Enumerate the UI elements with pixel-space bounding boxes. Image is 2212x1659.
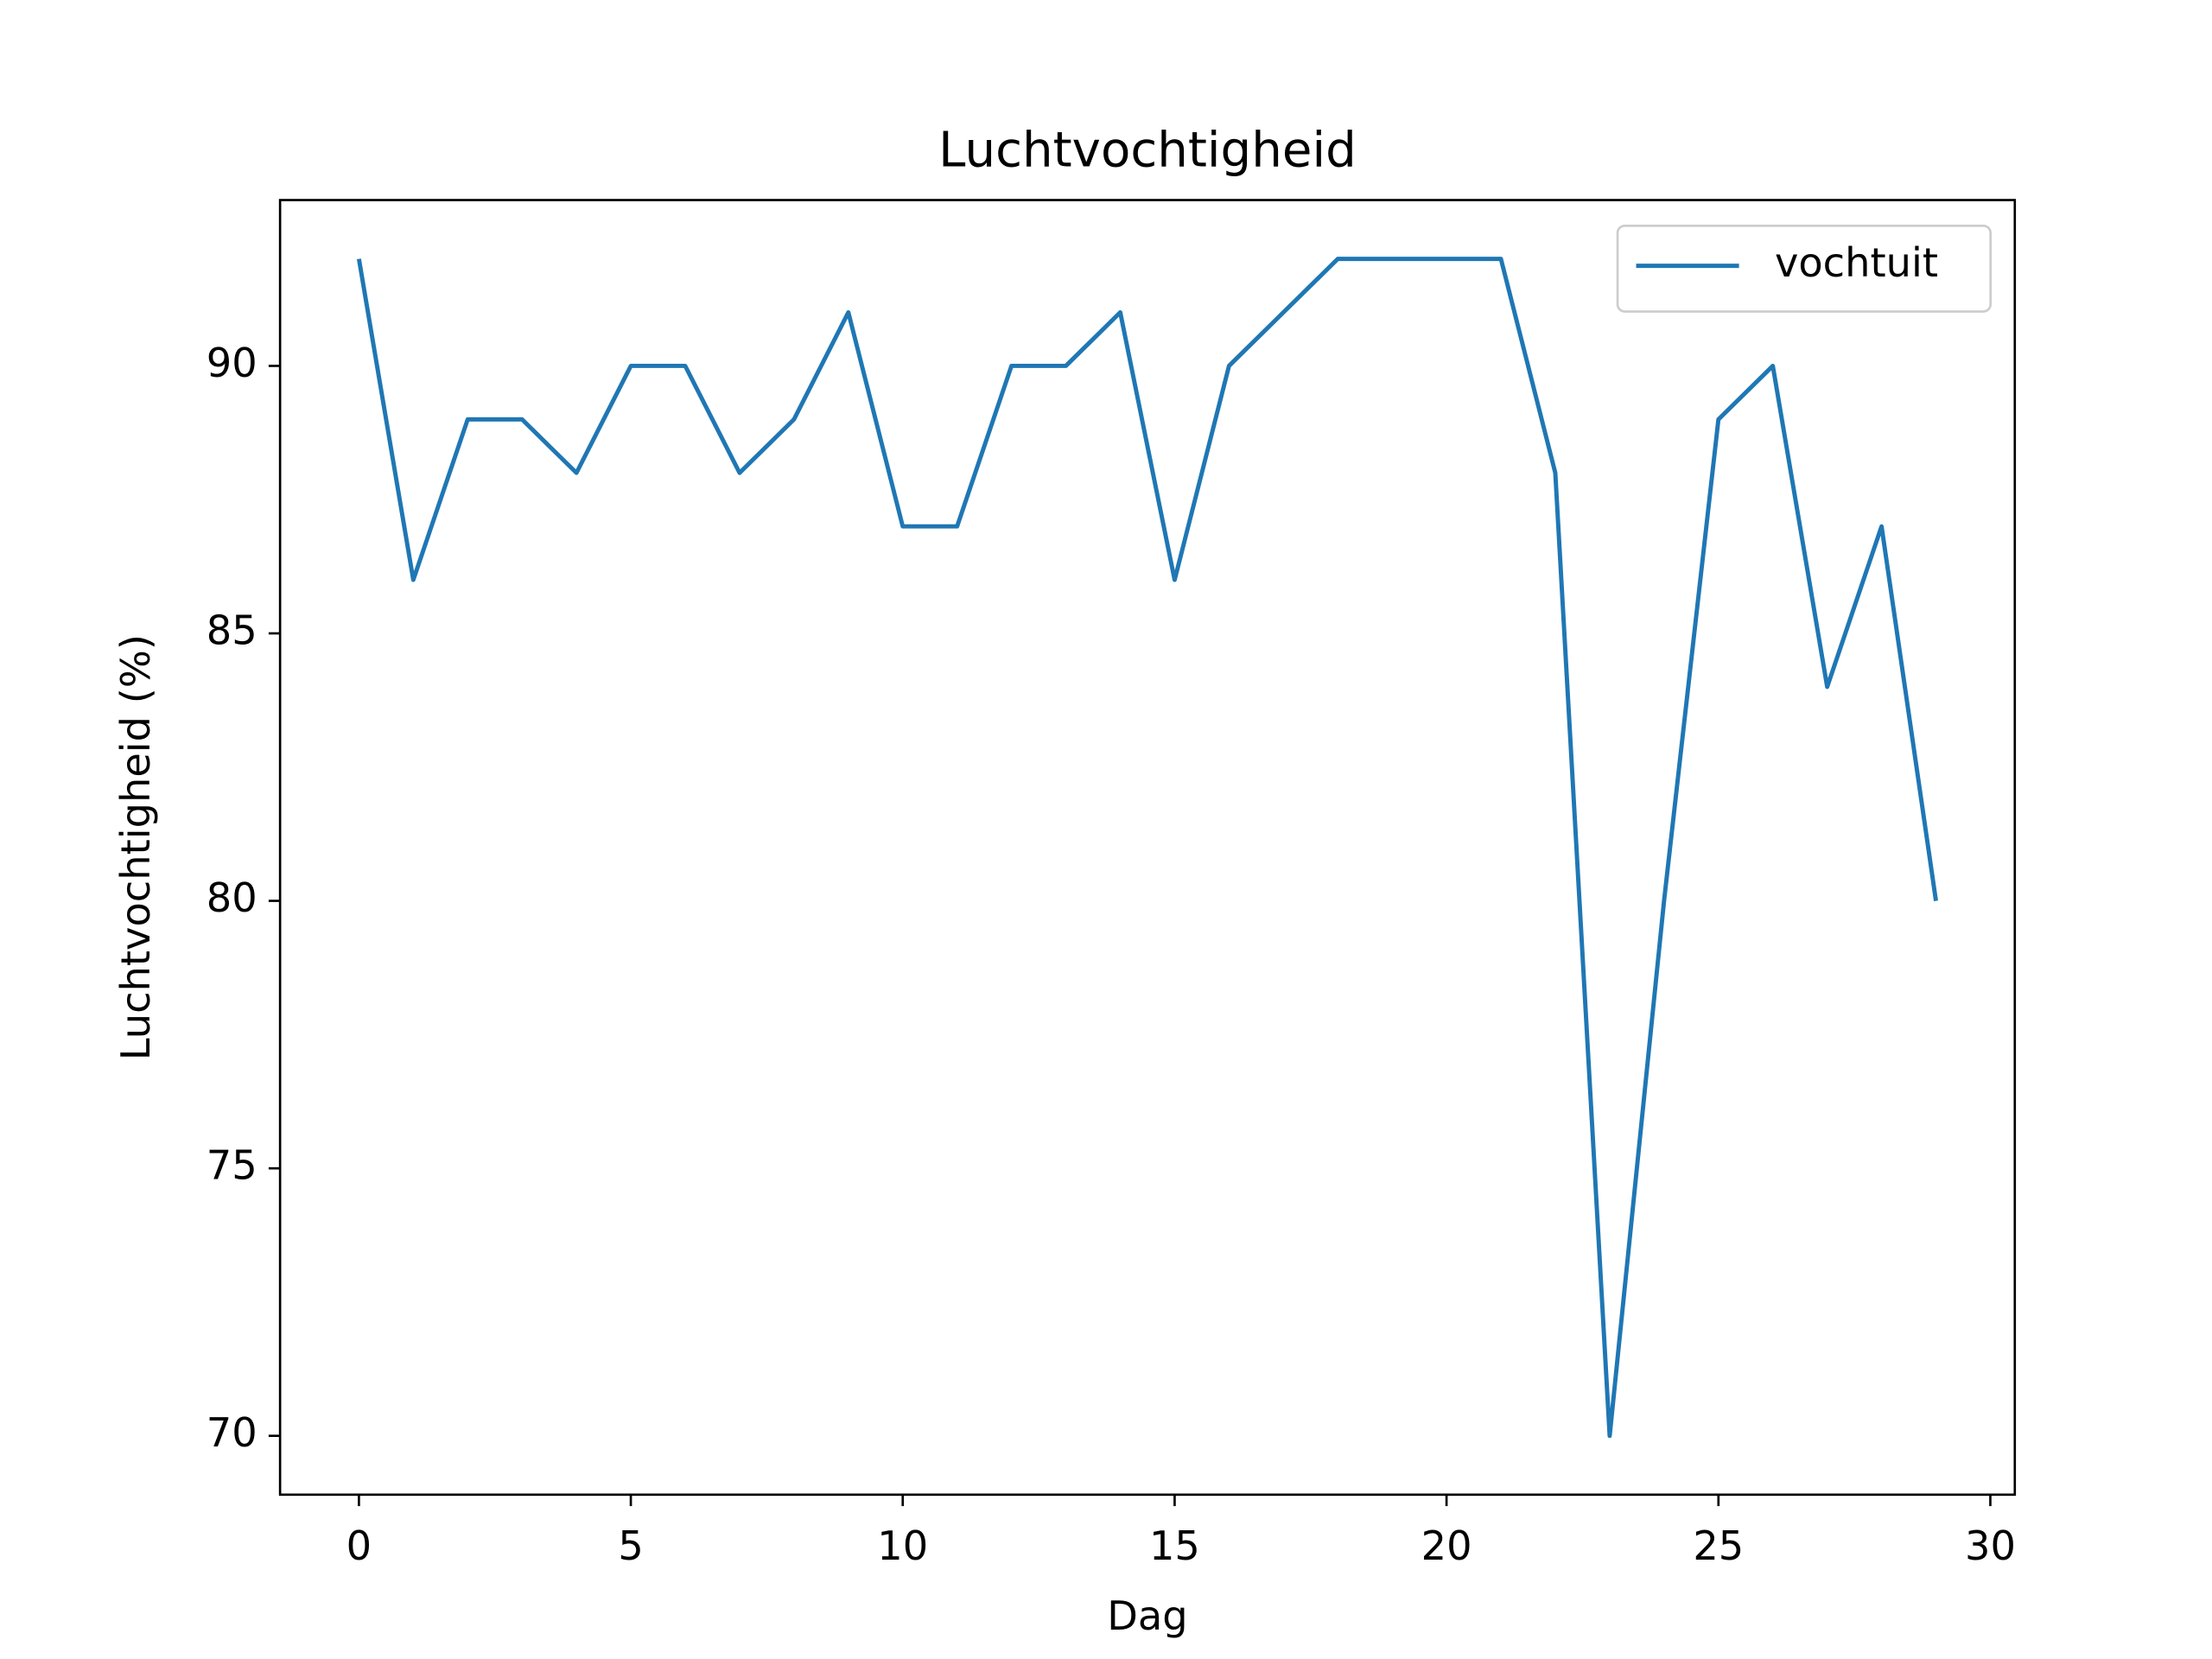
y-tick-label: 75: [207, 1142, 257, 1189]
x-tick-label: 0: [346, 1522, 372, 1569]
y-tick-label: 85: [207, 607, 257, 654]
legend-box: [1616, 224, 1992, 313]
legend-label: vochtuit: [1775, 239, 1938, 286]
x-tick-label: 5: [618, 1522, 643, 1569]
x-tick-label: 30: [1965, 1522, 2016, 1569]
x-tick-label: 10: [877, 1522, 928, 1569]
x-tick-label: 20: [1421, 1522, 1472, 1569]
y-tick-label: 90: [207, 340, 257, 386]
y-tick-label: 70: [207, 1409, 257, 1456]
x-axis-label: Dag: [1107, 1592, 1187, 1639]
y-axis-label: Luchtvochtigheid (%): [112, 634, 159, 1060]
x-tick-label: 25: [1693, 1522, 1744, 1569]
data-line: [356, 257, 1938, 1439]
y-tick-label: 80: [207, 874, 257, 921]
axes-frame: [278, 199, 2017, 1497]
chart-title: Luchtvochtigheid: [938, 123, 1357, 179]
x-tick-label: 15: [1149, 1522, 1200, 1569]
